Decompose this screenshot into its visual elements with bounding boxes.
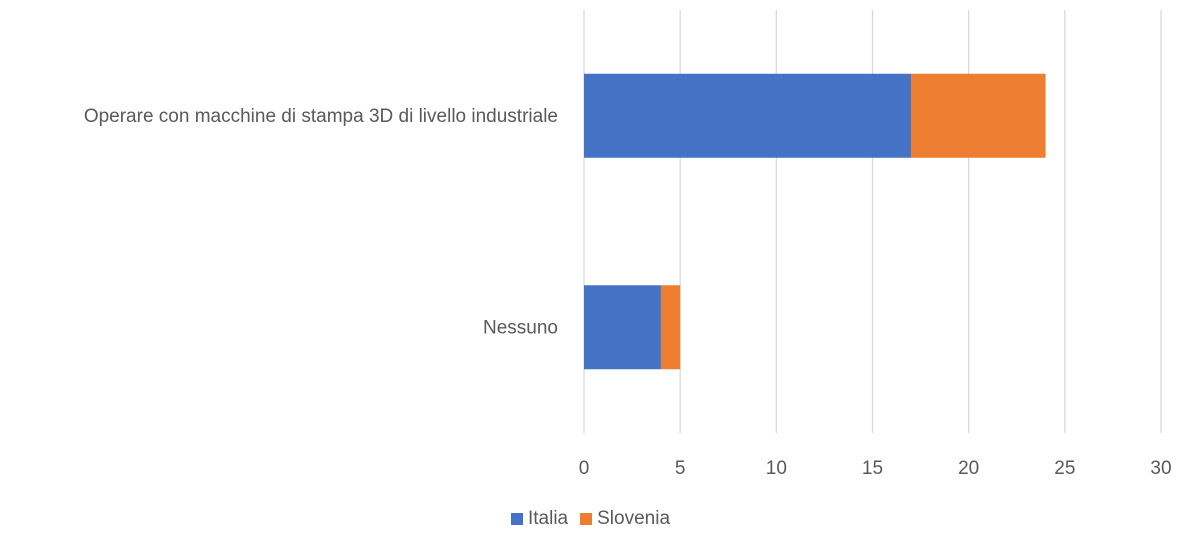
x-tick-label-30: 30 bbox=[1150, 458, 1171, 479]
category-label-0: Operare con macchine di stampa 3D di liv… bbox=[84, 106, 558, 127]
legend-item-italia: Italia bbox=[511, 508, 568, 530]
x-tick-label-25: 25 bbox=[1054, 458, 1075, 479]
x-tick-label-15: 15 bbox=[862, 458, 883, 479]
legend-label-slovenia: Slovenia bbox=[597, 508, 670, 530]
bar-italia-0 bbox=[584, 74, 911, 158]
bar-italia-1 bbox=[584, 285, 661, 369]
bar-slovenia-1 bbox=[661, 285, 680, 369]
x-axis-ticks: 0 5 10 15 20 25 30 bbox=[579, 458, 1172, 479]
legend: Italia Slovenia bbox=[0, 508, 1181, 530]
category-labels: Operare con macchine di stampa 3D di liv… bbox=[84, 106, 558, 339]
legend-item-slovenia: Slovenia bbox=[580, 508, 670, 530]
bar-slovenia-0 bbox=[911, 74, 1046, 158]
bars bbox=[584, 74, 1046, 370]
x-tick-label-20: 20 bbox=[958, 458, 979, 479]
category-label-1: Nessuno bbox=[483, 317, 558, 338]
legend-swatch-slovenia bbox=[580, 513, 592, 525]
x-tick-label-10: 10 bbox=[766, 458, 787, 479]
legend-swatch-italia bbox=[511, 513, 523, 525]
legend-label-italia: Italia bbox=[528, 508, 568, 530]
bar-chart: Operare con macchine di stampa 3D di liv… bbox=[0, 0, 1181, 490]
x-tick-label-0: 0 bbox=[579, 458, 590, 479]
gridlines bbox=[584, 10, 1161, 433]
x-tick-label-5: 5 bbox=[675, 458, 686, 479]
